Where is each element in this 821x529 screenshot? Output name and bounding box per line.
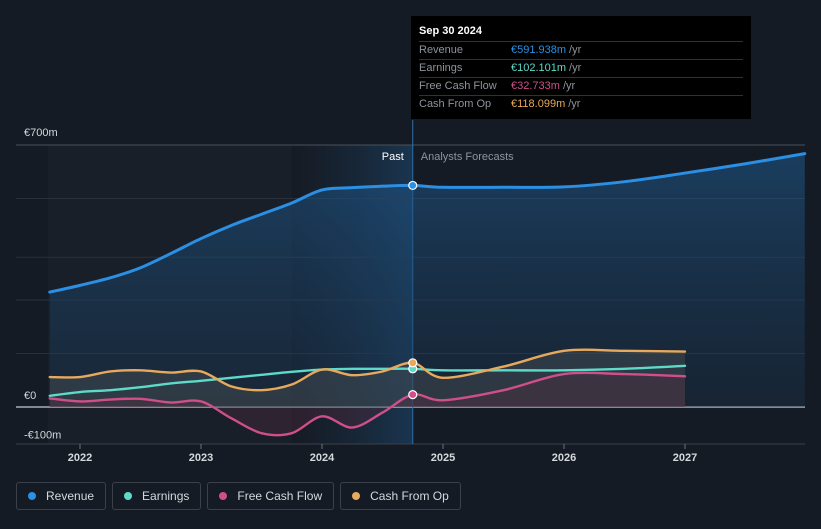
x-tick-label: 2026: [552, 452, 576, 464]
tooltip-date: Sep 30 2024: [419, 24, 743, 42]
x-tick-label: 2022: [68, 452, 92, 464]
legend-label: Free Cash Flow: [237, 489, 323, 503]
tooltip-panel: Sep 30 2024 Revenue €591.938m /yr Earnin…: [411, 16, 751, 119]
x-tick-label: 2023: [189, 452, 213, 464]
tooltip-unit: /yr: [562, 80, 576, 92]
revenue-line: [48, 152, 807, 294]
tooltip-label: Free Cash Flow: [419, 80, 497, 92]
revenue-area: [49, 153, 805, 407]
x-tick-label: 2025: [431, 452, 455, 464]
tooltip-unit: /yr: [569, 62, 582, 74]
tooltip-label: Cash From Op: [419, 98, 492, 110]
earnings-line: [48, 364, 687, 397]
legend-item-revenue[interactable]: Revenue: [16, 482, 107, 510]
x-tick-label: 2024: [310, 452, 335, 464]
tooltip-label: Revenue: [419, 44, 464, 56]
legend-item-free-cash-flow[interactable]: Free Cash Flow: [207, 482, 335, 510]
tooltip-row-cash-from-op: Cash From Op €118.099m /yr: [419, 96, 743, 113]
past-label: Past: [382, 151, 404, 163]
legend-item-earnings[interactable]: Earnings: [112, 482, 202, 510]
y-tick-label: -€100m: [24, 429, 61, 441]
legend-label: Revenue: [46, 489, 95, 503]
legend-dot-icon: [124, 492, 133, 500]
tooltip-value: €118.099m: [511, 98, 566, 110]
y-tick-label: €0: [24, 390, 36, 402]
tooltip-value: €102.101m: [511, 62, 567, 74]
cash-from-op-marker: [408, 358, 418, 368]
x-tick-label: 2027: [673, 452, 697, 464]
forecast-label: Analysts Forecasts: [421, 151, 514, 163]
tooltip-unit: /yr: [568, 98, 581, 110]
legend: Revenue Earnings Free Cash Flow Cash Fro…: [16, 482, 461, 510]
legend-label: Earnings: [142, 489, 190, 503]
cash-from-op-area: [49, 349, 685, 407]
tooltip-row-revenue: Revenue €591.938m /yr: [419, 42, 743, 60]
tooltip-value: €32.733m: [511, 80, 560, 92]
legend-dot-icon: [219, 492, 228, 500]
free-cash-flow-area: [49, 372, 685, 436]
tooltip-row-earnings: Earnings €102.101m /yr: [419, 60, 743, 78]
legend-dot-icon: [28, 492, 36, 500]
tooltip-value: €591.938m: [511, 44, 567, 56]
legend-label: Cash From Op: [370, 489, 449, 503]
tooltip-row-free-cash-flow: Free Cash Flow €32.733m /yr: [419, 78, 743, 96]
cash-from-op-line: [48, 348, 687, 392]
legend-item-cash-from-op[interactable]: Cash From Op: [340, 482, 461, 510]
y-tick-label: €700m: [24, 127, 58, 139]
legend-dot-icon: [352, 492, 361, 500]
tooltip-label: Earnings: [419, 62, 463, 74]
free-cash-flow-marker: [408, 390, 418, 400]
free-cash-flow-line: [48, 371, 687, 437]
revenue-marker: [408, 180, 418, 191]
tooltip-unit: /yr: [569, 44, 582, 56]
